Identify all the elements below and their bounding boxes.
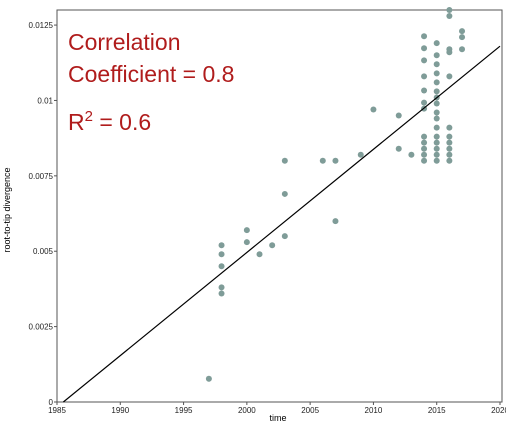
point [446,49,453,56]
point [446,145,453,152]
annotation: Coefficient = 0.8 [68,61,234,87]
point [256,251,263,258]
point [332,157,339,164]
point [421,145,428,152]
point [446,133,453,140]
y-tick-label: 0.0125 [29,21,54,30]
point [446,7,453,13]
y-tick-label: 0.01 [37,96,53,105]
point [433,40,440,47]
annotation-part: = 0.6 [93,109,151,135]
point [421,45,428,52]
point [446,13,453,20]
point [433,109,440,116]
point [281,157,288,164]
x-tick-label: 2010 [365,406,383,415]
point [421,139,428,146]
point [433,100,440,107]
point [332,218,339,225]
point [408,151,415,158]
point [446,151,453,158]
x-tick-label: 2000 [238,406,256,415]
point [421,157,428,164]
point [433,133,440,140]
x-tick-label: 1995 [175,406,193,415]
point [433,139,440,146]
point [433,157,440,164]
point [243,227,250,234]
point [421,99,428,106]
y-axis-label: root-to-tip divergence [2,167,12,252]
point [421,57,428,64]
point [446,157,453,164]
point [357,151,364,158]
point [433,61,440,68]
annotation: Correlation [68,29,181,55]
point [218,290,225,297]
point [421,151,428,158]
x-tick-label: 2015 [428,406,446,415]
y-tick-label: 0.005 [33,247,54,256]
point [243,239,250,246]
point [218,242,225,249]
y-tick-label: 0.0025 [29,323,54,332]
point [433,124,440,131]
x-tick-label: 2020 [491,406,506,415]
x-axis-label: time [269,413,286,423]
point [459,34,466,41]
point [205,375,212,382]
point [269,242,276,249]
point [421,33,428,40]
annotation-part: R [68,109,85,135]
point [446,124,453,131]
point [433,79,440,86]
y-tick-label: 0.0075 [29,172,54,181]
point [395,145,402,152]
point [433,151,440,158]
point [421,73,428,80]
point [319,157,326,164]
annotation-sup: 2 [85,108,93,125]
point [421,133,428,140]
plot-frame [56,9,503,403]
y-tick-label: 0 [49,398,54,407]
point [446,73,453,80]
point [459,46,466,53]
x-tick-label: 2005 [301,406,319,415]
x-tick-label: 1990 [111,406,129,415]
point [395,112,402,119]
point [433,145,440,152]
trend-line [62,45,501,403]
point [218,284,225,291]
point [218,251,225,258]
point [370,106,377,113]
point [421,87,428,94]
annotation: R2 = 0.6 [68,108,151,135]
point [446,139,453,146]
point [433,70,440,77]
point [218,263,225,270]
point [281,233,288,240]
x-tick-label: 1985 [48,406,66,415]
point [281,190,288,197]
point [459,28,466,35]
point [433,115,440,122]
point [433,88,440,95]
point [433,52,440,59]
